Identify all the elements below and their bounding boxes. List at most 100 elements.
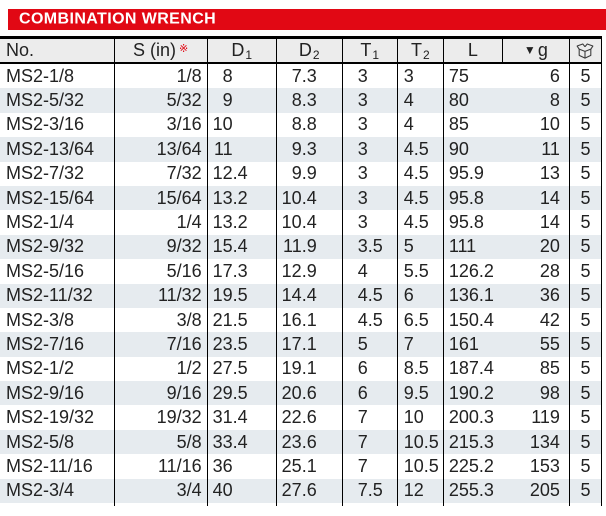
cell-d2: 12.9 xyxy=(276,259,343,284)
cell-d1: 13.2 xyxy=(207,210,277,235)
cell-t2: 3 xyxy=(397,63,444,89)
cell-box: 5 xyxy=(569,88,603,113)
col-header-label: T xyxy=(410,40,422,60)
cell-t1: 6 xyxy=(342,381,398,406)
cell-d1: 31.4 xyxy=(207,405,277,430)
cell-d1: 33.4 xyxy=(207,429,277,455)
cell-d2: 20.6 xyxy=(276,381,343,406)
cell-d2: 14.4 xyxy=(276,283,343,308)
col-header-g: ▼ g xyxy=(502,36,570,64)
cell-no: MS2-1/8 xyxy=(0,63,115,89)
table-row: MS2-5/8 5/8 33.4 23.6 7 10.5 215.3 134 5 xyxy=(0,429,603,455)
cell-s: 7/16 xyxy=(114,332,208,357)
col-header-label: D xyxy=(231,40,245,60)
section-title-banner: COMBINATION WRENCH xyxy=(8,9,606,30)
cell-t1: 6 xyxy=(342,356,398,382)
cell-box: 5 xyxy=(569,478,603,504)
cell-t2: 4.5 xyxy=(397,210,444,235)
cell-g: 42 xyxy=(502,307,570,333)
cell-l: 255.3 xyxy=(443,478,503,504)
cell-no: MS2-11/16 xyxy=(0,454,115,479)
col-header-box xyxy=(569,36,603,64)
table-row: MS2-7/16 7/16 23.5 17.1 5 7 161 55 5 xyxy=(0,332,603,357)
cell-d1: 17.3 xyxy=(207,259,277,284)
cell-l: 95.9 xyxy=(448,163,484,184)
cell-t1: 3 xyxy=(342,137,398,162)
col-header-subscript: 2 xyxy=(312,48,320,62)
down-triangle-icon: ▼ xyxy=(523,43,536,57)
cell-g: 11 xyxy=(502,137,570,162)
cell-d2: 22.6 xyxy=(276,405,343,430)
cell-d2: 9.3 xyxy=(276,137,343,162)
page-title: COMBINATION WRENCH xyxy=(19,10,217,27)
cell-s: 19/32 xyxy=(114,405,208,430)
cell-t1: 4 xyxy=(342,259,398,284)
cell-box: 5 xyxy=(569,429,603,455)
cell-d2: 8.8 xyxy=(276,112,343,138)
cell-t2: 7 xyxy=(397,332,444,357)
cell-s: 5/32 xyxy=(114,88,208,113)
cell-box: 5 xyxy=(569,161,603,186)
cell-l: 161 xyxy=(443,332,503,357)
cell-no: MS2-7/32 xyxy=(0,161,115,186)
cell-g: 14 xyxy=(502,185,570,211)
cell-d2: 8.3 xyxy=(276,88,343,113)
cell-t1: 7.5 xyxy=(342,478,398,504)
cell-l: 190.2 xyxy=(443,381,503,406)
cell-l: 150.4 xyxy=(448,309,494,330)
cell-s: 5/16 xyxy=(114,259,208,284)
cell-d1: 40 xyxy=(207,478,277,504)
table-row: MS2-5/32 5/32 9 8.3 3 4 80 8 5 xyxy=(0,88,603,113)
col-header-no: No. xyxy=(0,36,115,64)
cell-g: 20 xyxy=(502,234,570,260)
cell-box: 5 xyxy=(569,307,603,333)
cell-no: MS2-1/4 xyxy=(0,210,115,235)
cell-l: 126.2 xyxy=(448,260,494,281)
cell-d1: 29.5 xyxy=(207,381,277,406)
cell-no: MS2-5/16 xyxy=(0,259,115,284)
cell-g: 14 xyxy=(502,210,570,235)
cell-s: 13/64 xyxy=(114,137,208,162)
cell-s: 1/2 xyxy=(114,356,208,382)
cell-s: 5/8 xyxy=(114,429,208,455)
cell-l: 111 xyxy=(443,234,503,260)
col-header-label: g xyxy=(537,40,548,60)
table-row: MS2-19/32 19/32 31.4 22.6 7 10 200.3 119 5 xyxy=(0,405,603,430)
cell-t2: 12 xyxy=(397,478,444,504)
cell-l: 80 xyxy=(443,88,503,113)
cell-t1: 5 xyxy=(342,332,398,357)
cell-t2: 6.5 xyxy=(397,307,444,333)
cell-t1: 7 xyxy=(342,405,398,430)
cell-s: 7/32 xyxy=(114,161,208,186)
cell-d1: 36 xyxy=(207,454,277,479)
cell-box: 5 xyxy=(569,259,603,284)
cell-g: 153 xyxy=(502,454,570,479)
cell-d1: 13.2 xyxy=(207,185,277,211)
cell-g: 13 xyxy=(502,161,570,186)
cell-t1: 3 xyxy=(342,185,398,211)
cell-d2: 10.4 xyxy=(276,210,343,235)
cell-t2: 8.5 xyxy=(397,356,444,382)
cell-box: 5 xyxy=(569,137,603,162)
cell-no: MS2-5/8 xyxy=(0,429,115,455)
cell-g: 134 xyxy=(502,429,570,455)
table-row: MS2-1/4 1/4 13.2 10.4 3 4.5 95.8 14 5 xyxy=(0,210,603,235)
cell-s: 1/4 xyxy=(114,210,208,235)
col-header-label: No. xyxy=(6,40,35,60)
cell-t2: 4.5 xyxy=(397,185,444,211)
cell-t2: 5 xyxy=(397,234,444,260)
cell-s: 3/8 xyxy=(114,307,208,333)
col-header-label: D xyxy=(298,40,312,60)
cell-d2: 17.1 xyxy=(276,332,343,357)
cell-box: 5 xyxy=(569,454,603,479)
cell-no: MS2-13/64 xyxy=(0,137,115,162)
cell-t2: 10.5 xyxy=(397,454,444,479)
cell-g: 10 xyxy=(502,112,570,138)
cell-no: MS2-5/32 xyxy=(0,88,115,113)
cell-box: 5 xyxy=(569,185,603,211)
cell-box: 5 xyxy=(569,332,603,357)
cell-g: 6 xyxy=(502,63,570,89)
table-row: MS2-11/16 11/16 36 25.1 7 10.5 225.2 153 5 xyxy=(0,454,603,479)
spec-table: No. S (in) ※ D1 D2 T1 T2 L ▼ g MS2-1/8 1/8 8 7.3 3 3 75… xyxy=(0,36,603,507)
cell-t1: 3 xyxy=(342,63,398,89)
